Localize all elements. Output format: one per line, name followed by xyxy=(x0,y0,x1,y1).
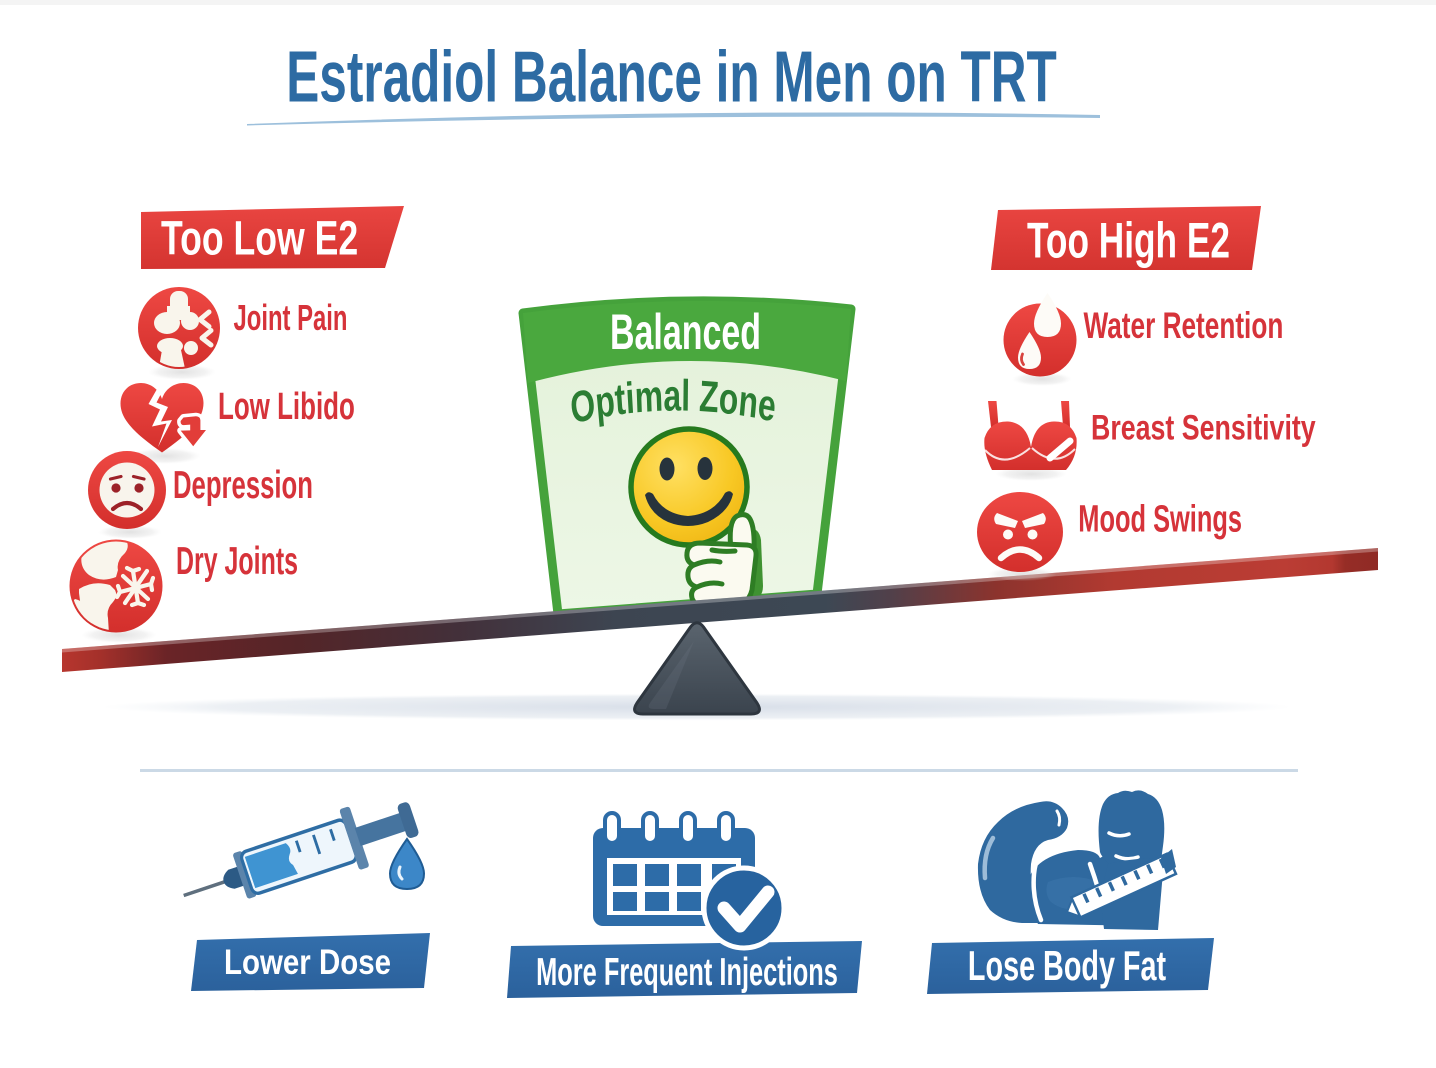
svg-text:Lower Dose: Lower Dose xyxy=(224,943,391,982)
svg-text:Depression: Depression xyxy=(173,463,313,507)
svg-text:More Frequent Injections: More Frequent Injections xyxy=(536,949,838,993)
svg-text:Estradiol Balance in Men on TR: Estradiol Balance in Men on TRT xyxy=(286,37,1057,117)
svg-text:Dry Joints: Dry Joints xyxy=(176,538,298,582)
svg-text:Breast Sensitivity: Breast Sensitivity xyxy=(1091,408,1316,447)
svg-text:Mood Swings: Mood Swings xyxy=(1078,498,1242,540)
svg-text:Balanced: Balanced xyxy=(610,305,761,361)
svg-text:Water Retention: Water Retention xyxy=(1084,305,1284,347)
svg-text:Too Low E2: Too Low E2 xyxy=(161,211,358,264)
svg-text:Low Libido: Low Libido xyxy=(218,385,355,427)
svg-text:Lose Body Fat: Lose Body Fat xyxy=(968,941,1166,989)
svg-text:Joint Pain: Joint Pain xyxy=(234,298,348,338)
svg-text:Too High E2: Too High E2 xyxy=(1027,214,1230,269)
